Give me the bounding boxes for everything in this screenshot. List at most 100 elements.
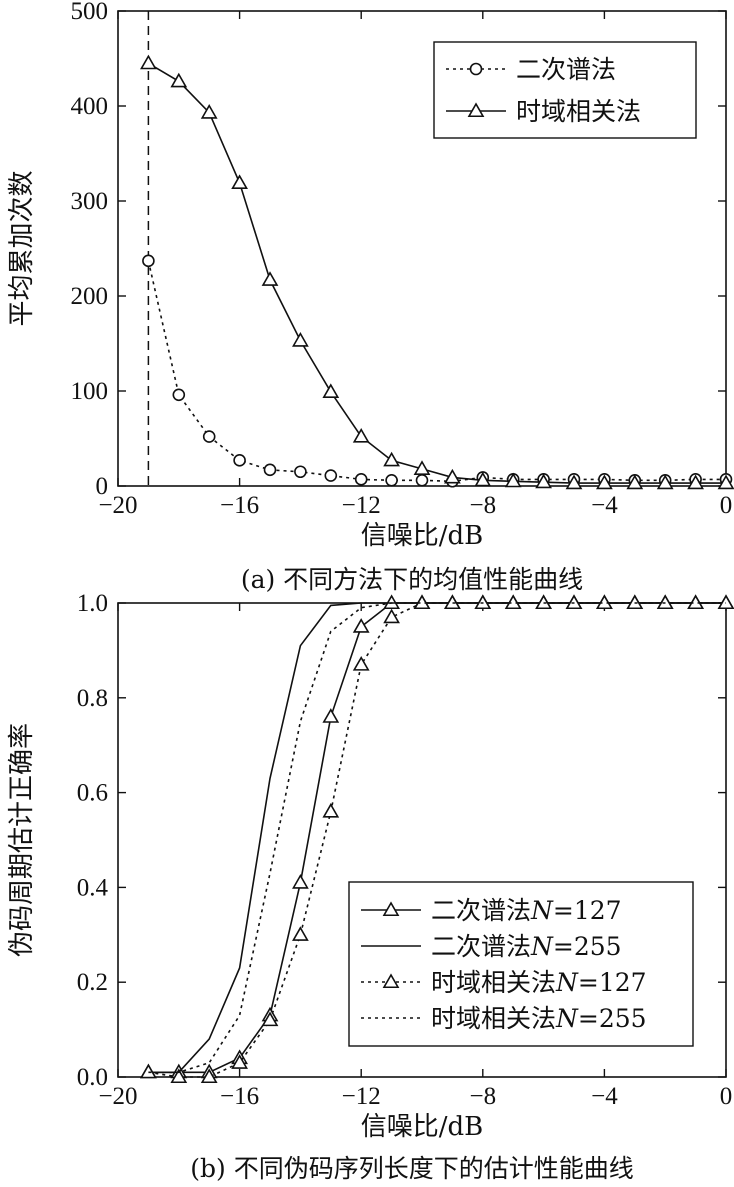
panel-a-y-tick-label: 100 — [71, 378, 109, 405]
panel-b-data-point — [200, 1068, 218, 1084]
panel-b-data-point — [626, 594, 644, 610]
panel-a-x-tick-label: −20 — [98, 492, 137, 519]
panel-a-legend-marker — [469, 62, 483, 76]
panel-a-data-point — [504, 472, 522, 488]
panel-a-data-point — [142, 254, 155, 268]
panel-b-x-tick-label: −20 — [98, 1083, 137, 1110]
panel-b-x-tick-label: −8 — [469, 1083, 496, 1110]
panel-b-data-point — [687, 594, 704, 610]
panel-a-data-point — [231, 174, 248, 189]
panel-a-data-point — [261, 271, 279, 286]
panel-a-data-point — [474, 471, 492, 487]
panel-b-data-point — [231, 1054, 248, 1069]
panel-a-legend-box — [433, 41, 697, 139]
panel-b-y-axis-label: 伪码周期估计正确率 — [7, 723, 37, 957]
panel-a-legend-label: 时域相关法 — [516, 97, 641, 126]
panel-a-y-tick-label: 500 — [71, 0, 109, 25]
panel-b-x-tick-label: 0 — [720, 1083, 733, 1110]
panel-a-x-tick-label: −16 — [220, 492, 259, 519]
panel-b-data-point — [352, 618, 370, 633]
panel-a-y-tick-label: 400 — [71, 93, 109, 120]
panel-a-data-point — [202, 430, 216, 443]
panel-a-data-point — [322, 383, 340, 399]
panel-a-data-point — [354, 473, 368, 486]
panel-b-data-point — [413, 594, 431, 610]
panel-a-x-tick-label: −8 — [469, 492, 496, 519]
panel-b-data-point — [140, 1063, 157, 1079]
panel-b-data-point — [292, 874, 309, 889]
panel-a-data-point — [596, 474, 613, 490]
panel-b-data-point — [170, 1068, 188, 1084]
panel-b-data-point — [322, 708, 340, 723]
panel-b-legend-label: 时域相关法N=255 — [431, 1004, 647, 1033]
panel-a-data-point — [294, 465, 307, 479]
panel-b-data-point — [474, 594, 492, 610]
panel-b-data-point — [383, 608, 400, 624]
panel-b-data-point — [565, 594, 583, 610]
panel-a-x-tick-label: −12 — [342, 492, 381, 519]
panel-a-data-point — [200, 104, 218, 119]
panel-b-x-tick-label: −16 — [220, 1083, 259, 1110]
panel-a-y-tick-label: 0 — [96, 473, 109, 500]
panel-a-series-2 — [140, 54, 734, 490]
panel-b-data-point — [292, 926, 309, 941]
panel-a-data-point — [444, 468, 461, 484]
panel-b-data-point — [504, 594, 522, 610]
panel-a-series-line — [147, 260, 726, 483]
panel-a-data-point — [172, 388, 186, 402]
panel-b-legend-marker — [382, 901, 400, 917]
panel-a-data-point — [352, 427, 370, 443]
panel-b-legend: 二次谱法N=127 二次谱法N=255 时域相关法N=127 时域相关法N=255 — [348, 881, 694, 1047]
panel-a-y-axis-label: 平均累加次数 — [7, 170, 37, 326]
panel-b-y-tick-label: 0.8 — [77, 685, 108, 712]
panel-a-data-point — [383, 451, 400, 467]
panel-b-data-point — [444, 594, 461, 610]
panel-a-data-point — [687, 474, 704, 490]
panel-a-data-point — [324, 469, 338, 482]
panel-b-data-point — [322, 802, 340, 818]
panel-b-y-tick-label: 0.4 — [77, 874, 109, 901]
panel-a-series-1 — [142, 254, 733, 488]
panel-b-y-tick-label: 0.2 — [77, 969, 108, 996]
panel-b-data-point — [535, 594, 552, 610]
panel-a-caption: (a) 不同方法下的均值性能曲线 — [241, 565, 583, 594]
panel-b-data-point — [656, 594, 674, 610]
panel-b-legend-marker — [382, 973, 400, 989]
panel-b-series-line — [148, 602, 726, 1074]
panel-a-data-point — [140, 54, 157, 70]
panel-b-data-point — [717, 594, 734, 610]
panel-b-y-tick-label: 1.0 — [77, 590, 108, 617]
panel-b-data-point — [596, 594, 613, 610]
panel-b-data-point — [352, 656, 370, 671]
panel-a-data-point — [415, 473, 429, 487]
panel-b-x-axis-label: 信噪比/dB — [361, 1112, 484, 1142]
panel-b-data-point — [383, 594, 400, 610]
panel-a-x-tick-label: 0 — [720, 492, 733, 519]
panel-b-y-tick-label: 0.0 — [77, 1064, 108, 1091]
panel-a-legend-marker — [467, 102, 485, 118]
panel-a-y-tick-label: 300 — [71, 188, 109, 215]
panel-b-estimation-accuracy: −20 −16 −12 −8 −4 0 0.0 0.2 0.4 0.6 0.8 1.0 信噪比/dB 伪码… — [7, 590, 734, 1183]
panel-a-data-point — [263, 463, 277, 477]
panel-a-data-point — [565, 474, 583, 490]
panel-b-x-tick-label: −4 — [591, 1083, 618, 1110]
panel-a-data-point — [626, 474, 644, 490]
panel-a-data-point — [292, 332, 309, 347]
panel-a-series-line — [147, 62, 726, 484]
panel-b-legend-label: 二次谱法N=255 — [431, 932, 622, 961]
panel-a-legend-label: 二次谱法 — [516, 55, 616, 84]
panel-a-data-point — [233, 454, 246, 467]
panel-b-x-tick-label: −12 — [342, 1083, 381, 1110]
panel-a-data-point — [413, 460, 431, 475]
panel-a-data-point — [385, 473, 398, 487]
panel-b-data-point — [261, 1011, 279, 1027]
panel-a-y-tick-label: 200 — [71, 283, 109, 310]
panel-a-x-axis-label: 信噪比/dB — [361, 521, 484, 551]
panel-b-y-tick-label: 0.6 — [77, 780, 108, 807]
panel-b-legend-label: 二次谱法N=127 — [431, 896, 622, 925]
panel-b-series-4 — [148, 602, 726, 1074]
panel-a-data-point — [717, 474, 734, 490]
panel-a-data-point — [170, 72, 188, 88]
panel-a-mean-performance: −20 −16 −12 −8 −4 0 0 100 200 300 400 500 信噪比/dB 平均累加… — [7, 0, 734, 594]
